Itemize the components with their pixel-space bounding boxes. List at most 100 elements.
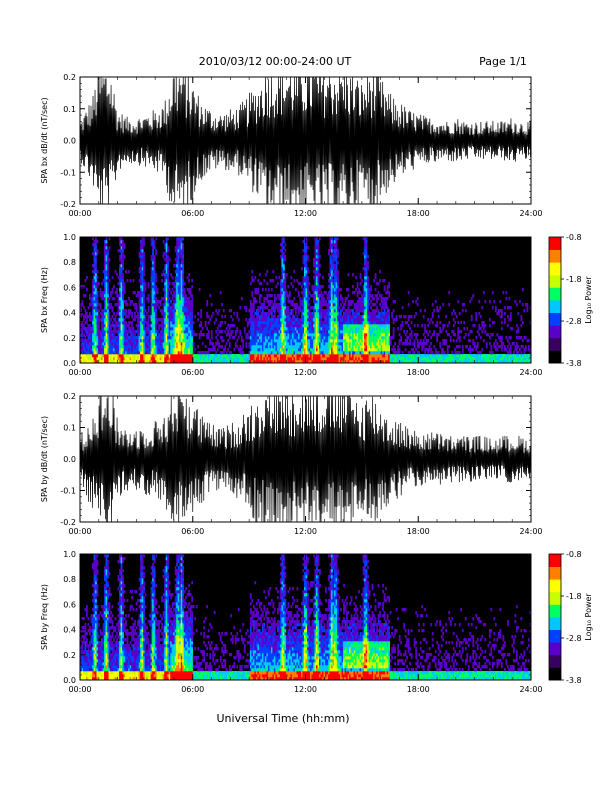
spectrogram-cell xyxy=(389,357,392,361)
spectrogram-cell xyxy=(219,324,222,328)
spectrogram-cell xyxy=(251,336,254,340)
spectrogram-cell xyxy=(310,315,312,319)
spectrogram-cell xyxy=(377,315,380,319)
spectrogram-cell xyxy=(104,240,106,244)
spectrogram-cell xyxy=(376,300,378,304)
spectrogram-cell xyxy=(138,297,141,301)
spectrogram-cell xyxy=(385,291,387,295)
spectrogram-cell xyxy=(125,339,127,343)
spectrogram-cell xyxy=(221,357,224,361)
spectrogram-cell xyxy=(379,342,381,346)
spectrogram-cell xyxy=(282,336,285,340)
spectrogram-cell xyxy=(132,303,135,307)
spectrogram-cell xyxy=(119,300,121,304)
spectrogram-cell xyxy=(258,345,261,349)
spectrogram-cell xyxy=(358,312,360,316)
spectrogram-cell xyxy=(122,288,124,292)
spectrogram-cell xyxy=(316,345,318,349)
spectrogram-cell xyxy=(364,279,366,283)
spectrogram-cell xyxy=(236,327,239,331)
spectrogram-cell xyxy=(86,342,88,346)
spectrogram-cell xyxy=(162,240,165,244)
spectrogram-cell xyxy=(179,255,182,259)
spectrogram-cell xyxy=(122,252,124,256)
spectrogram-cell xyxy=(319,336,321,340)
spectrogram-cell xyxy=(383,333,386,337)
spectrogram-cell xyxy=(111,324,114,328)
spectrogram-cell xyxy=(316,288,318,292)
spectrogram-cell xyxy=(305,321,308,325)
spectrogram-cell xyxy=(386,285,389,289)
spectrogram-cell xyxy=(177,315,180,319)
spectrogram-cell xyxy=(239,360,242,364)
spectrogram-cell xyxy=(189,351,192,355)
spectrogram-cell xyxy=(364,282,366,286)
spectrogram-cell xyxy=(328,339,330,343)
spectrogram-cell xyxy=(404,339,407,343)
spectrogram-cell xyxy=(174,300,177,304)
spectrogram-cell xyxy=(281,285,284,289)
spectrogram-cell xyxy=(201,354,204,358)
spectrogram-cell xyxy=(276,330,279,334)
spectrogram-cell xyxy=(182,279,185,283)
spectrogram-cell xyxy=(261,288,264,292)
spectrogram-cell xyxy=(239,357,242,361)
spectrogram-cell xyxy=(107,318,109,322)
spectrogram-cell xyxy=(269,321,272,325)
spectrogram-cell xyxy=(119,243,121,247)
spectrogram-cell xyxy=(104,261,106,265)
spectrogram-cell xyxy=(386,312,389,316)
spectrogram-cell xyxy=(320,303,323,307)
spectrogram-cell xyxy=(311,348,314,352)
spectrogram-cell xyxy=(104,288,106,292)
spectrogram-cell xyxy=(104,327,106,331)
spectrogram-cell xyxy=(113,345,115,349)
spectrogram-cell xyxy=(102,321,105,325)
spectrogram-cell xyxy=(255,288,258,292)
spectrogram-cell xyxy=(152,324,154,328)
spectrogram-cell xyxy=(252,351,255,355)
spectrogram-cell xyxy=(222,357,225,361)
spectrogram-cell xyxy=(101,330,103,334)
spectrogram-cell xyxy=(331,345,333,349)
spectrogram-cell xyxy=(267,288,270,292)
spectrogram-cell xyxy=(316,318,318,322)
spectrogram-cell xyxy=(331,252,333,256)
spectrogram-cell xyxy=(308,291,311,295)
spectrogram-cell xyxy=(120,291,123,295)
spectrogram-cell xyxy=(168,336,171,340)
spectrogram-cell xyxy=(404,354,407,358)
spectrogram-cell xyxy=(116,360,118,364)
spectrogram-cell xyxy=(104,342,106,346)
spectrogram-cell xyxy=(110,348,112,352)
spectrogram-cell xyxy=(254,360,257,364)
spectrogram-cell xyxy=(152,345,154,349)
spectrogram-cell xyxy=(376,318,378,322)
spectrogram-cell xyxy=(304,240,306,244)
spectrogram-cell xyxy=(111,354,114,358)
spectrogram-cell xyxy=(209,348,212,352)
spectrogram-cell xyxy=(343,345,345,349)
spectrogram-cell xyxy=(150,357,153,361)
spectrogram-cell xyxy=(240,297,243,301)
spectrogram-cell xyxy=(260,345,263,349)
spectrogram-cell xyxy=(322,351,324,355)
spectrogram-cell xyxy=(141,312,144,316)
spectrogram-cell xyxy=(150,312,153,316)
spectrogram-cell xyxy=(164,312,166,316)
spectrogram-cell xyxy=(179,303,182,307)
spectrogram-cell xyxy=(93,276,96,280)
spectrogram-cell xyxy=(212,345,215,349)
spectrogram-cell xyxy=(168,318,171,322)
spectrogram-cell xyxy=(326,360,329,364)
spectrogram-cell xyxy=(281,267,284,271)
spectrogram-cell xyxy=(198,360,201,364)
spectrogram-cell xyxy=(281,240,284,244)
spectrogram-cell xyxy=(331,285,333,289)
spectrogram-cell xyxy=(290,330,293,334)
spectrogram-cell xyxy=(285,327,288,331)
spectrogram-cell xyxy=(192,360,195,364)
spectrogram-cell xyxy=(207,360,210,364)
spectrogram-cell xyxy=(182,360,185,364)
spectrogram-cell xyxy=(358,300,360,304)
